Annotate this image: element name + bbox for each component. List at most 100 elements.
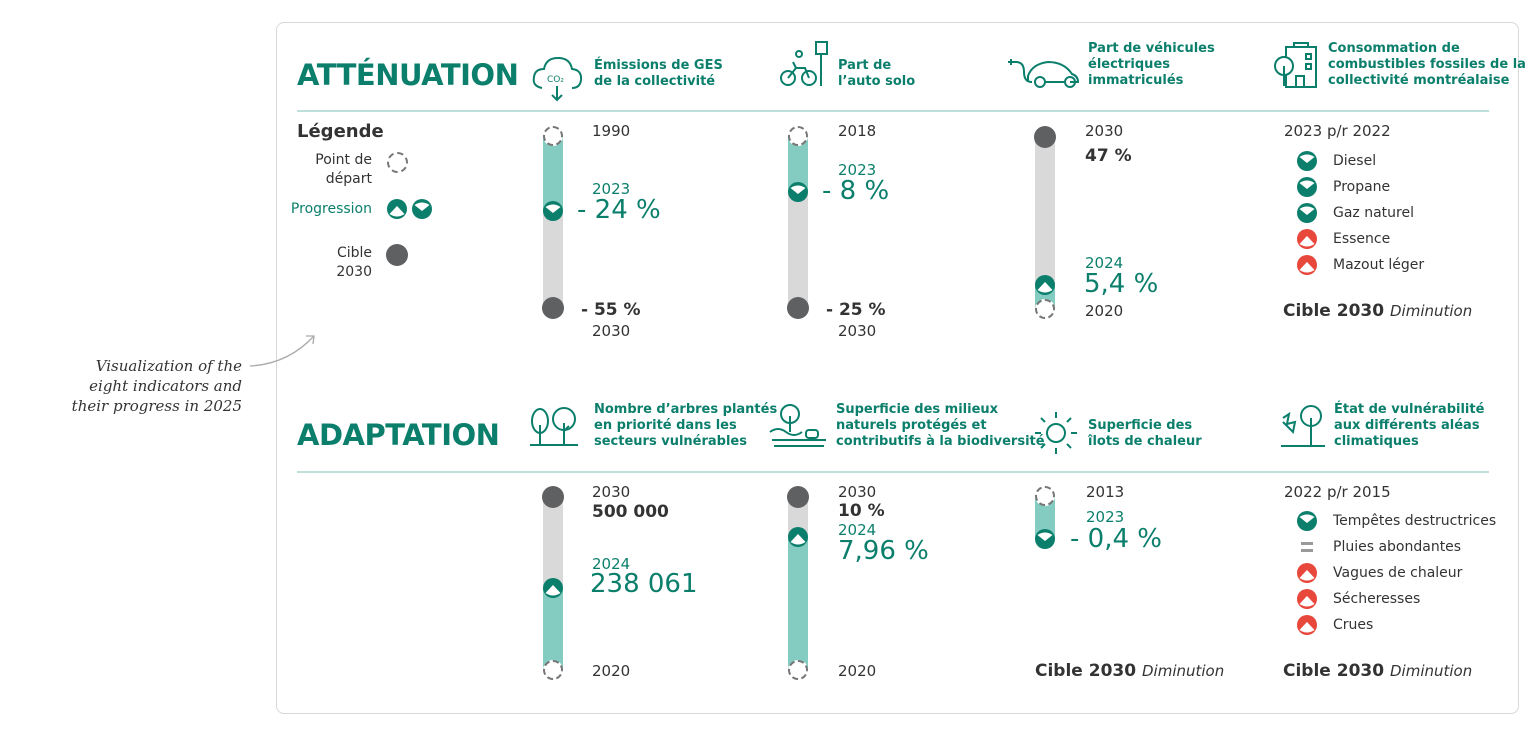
item-label: Pluies abondantes (1333, 539, 1462, 555)
item-label: Mazout léger (1333, 257, 1425, 273)
target-year: 2030 (1085, 122, 1124, 140)
note-line: eight indicators and (89, 377, 242, 395)
current-value: 7,96 % (838, 536, 929, 566)
title-line: électriques (1088, 57, 1170, 72)
target-point (787, 486, 809, 508)
start-point (543, 126, 563, 146)
target-point (1034, 126, 1056, 148)
annotation-note: Visualization of the eight indicators an… (40, 356, 242, 416)
indicator-title: Nombre d’arbres plantés en priorité dans … (594, 402, 777, 450)
hazard-list: Tempêtes destructrices Pluies abondantes… (1296, 508, 1496, 638)
target-value: 47 % (1085, 146, 1132, 166)
label-line: départ (325, 171, 372, 187)
title-line: collectivité montréalaise (1328, 73, 1510, 88)
progress-fill (788, 538, 808, 670)
item-label: Essence (1333, 231, 1391, 247)
progress-fill (1035, 498, 1055, 540)
item-label: Crues (1333, 617, 1374, 633)
co2-cloud-icon: CO₂ (532, 56, 583, 102)
target-value: 500 000 (592, 502, 669, 522)
target-direction: Diminution (1389, 302, 1473, 320)
indicator-title: Superficie des milieux naturels protégés … (836, 402, 1045, 450)
fuel-list: Diesel Propane Gaz naturel Essence Mazou… (1296, 148, 1424, 278)
note-line: Visualization of the (95, 357, 242, 375)
trend-up-negative-icon (1296, 228, 1318, 250)
trend-up-negative-icon (1296, 614, 1318, 636)
arrow-icon (249, 335, 315, 367)
trend-down-icon (1296, 176, 1318, 198)
progress-up-icon (787, 526, 809, 548)
title-line: Superficie des (1088, 418, 1193, 433)
title-line: État de vulnérabilité (1334, 402, 1485, 417)
indicator-title: Émissions de GES de la collectivité (594, 58, 723, 90)
title-line: Superficie des milieux (836, 402, 999, 417)
title-line: aux différents aléas (1334, 418, 1480, 433)
target-point (787, 297, 809, 319)
start-point-icon (387, 152, 408, 173)
current-year: 2024 (838, 521, 877, 539)
target-point-icon (386, 244, 408, 266)
title-line: l’auto solo (838, 74, 916, 89)
trend-equal-icon (1296, 536, 1318, 558)
list-item: Mazout léger (1296, 252, 1424, 278)
indicator-title: État de vulnérabilité aux différents aléa… (1334, 402, 1484, 450)
target-label: Cible 2030 (1283, 661, 1385, 681)
title-line: combustibles fossiles de la (1328, 57, 1526, 72)
indicator-title: Superficie des îlots de chaleur (1088, 418, 1202, 450)
item-label: Diesel (1333, 153, 1377, 169)
start-year: 2013 (1086, 483, 1125, 501)
current-year: 2024 (1085, 254, 1124, 272)
trend-down-icon (1296, 150, 1318, 172)
target-direction: Diminution (1389, 662, 1473, 680)
trend-up-negative-icon (1296, 254, 1318, 276)
indicator-card (276, 22, 1519, 714)
target-year: 2030 (838, 483, 877, 501)
progress-track (788, 192, 808, 308)
title-line: en priorité dans les (594, 418, 737, 433)
target-2030: Cible 2030 Diminution (1283, 301, 1472, 321)
current-value: 238 061 (590, 569, 698, 599)
label-line: 2030 (336, 264, 372, 280)
list-item: Sécheresses (1296, 586, 1496, 612)
current-year: 2023 (838, 161, 877, 179)
target-direction: Diminution (1141, 662, 1225, 680)
start-year: 2020 (838, 662, 877, 680)
trees-icon (530, 407, 578, 446)
current-value: - 0,4 % (1070, 524, 1162, 554)
current-value: 5,4 % (1084, 269, 1159, 299)
title-line: naturels protégés et (836, 418, 987, 433)
target-value: 10 % (838, 501, 885, 521)
trend-up-negative-icon (1296, 562, 1318, 584)
divider (297, 471, 1489, 473)
storm-tree-icon (1281, 405, 1325, 447)
start-point (1035, 486, 1055, 506)
progress-down-icon (411, 198, 433, 220)
target-label: Cible 2030 (1035, 661, 1137, 681)
item-label: Propane (1333, 179, 1391, 195)
title-line: îlots de chaleur (1088, 434, 1202, 449)
trend-down-icon (1296, 510, 1318, 532)
indicator-title: Consommation de combustibles fossiles de … (1328, 41, 1526, 89)
title-line: Nombre d’arbres plantés (594, 402, 778, 417)
title-line: climatiques (1334, 434, 1419, 449)
legend-target-label: Cible 2030 (290, 244, 372, 282)
title-line: Émissions de GES (594, 58, 723, 73)
start-year: 1990 (592, 122, 631, 140)
title-line: immatriculés (1088, 73, 1184, 88)
divider (297, 110, 1489, 112)
progress-down-icon (1034, 528, 1056, 550)
progress-up-icon (386, 198, 408, 220)
current-year: 2023 (592, 180, 631, 198)
item-label: Vagues de chaleur (1333, 565, 1463, 581)
start-point (543, 660, 563, 680)
target-year: 2030 (838, 322, 877, 340)
list-item: Tempêtes destructrices (1296, 508, 1496, 534)
title-line: Consommation de (1328, 41, 1460, 56)
bicycle-icon (780, 41, 828, 86)
progress-fill (543, 136, 563, 212)
item-label: Tempêtes destructrices (1333, 513, 1497, 529)
start-year: 2020 (592, 662, 631, 680)
current-value: - 8 % (822, 176, 890, 206)
title-line: contributifs à la biodiversité (836, 434, 1045, 449)
progress-up-icon (1034, 274, 1056, 296)
